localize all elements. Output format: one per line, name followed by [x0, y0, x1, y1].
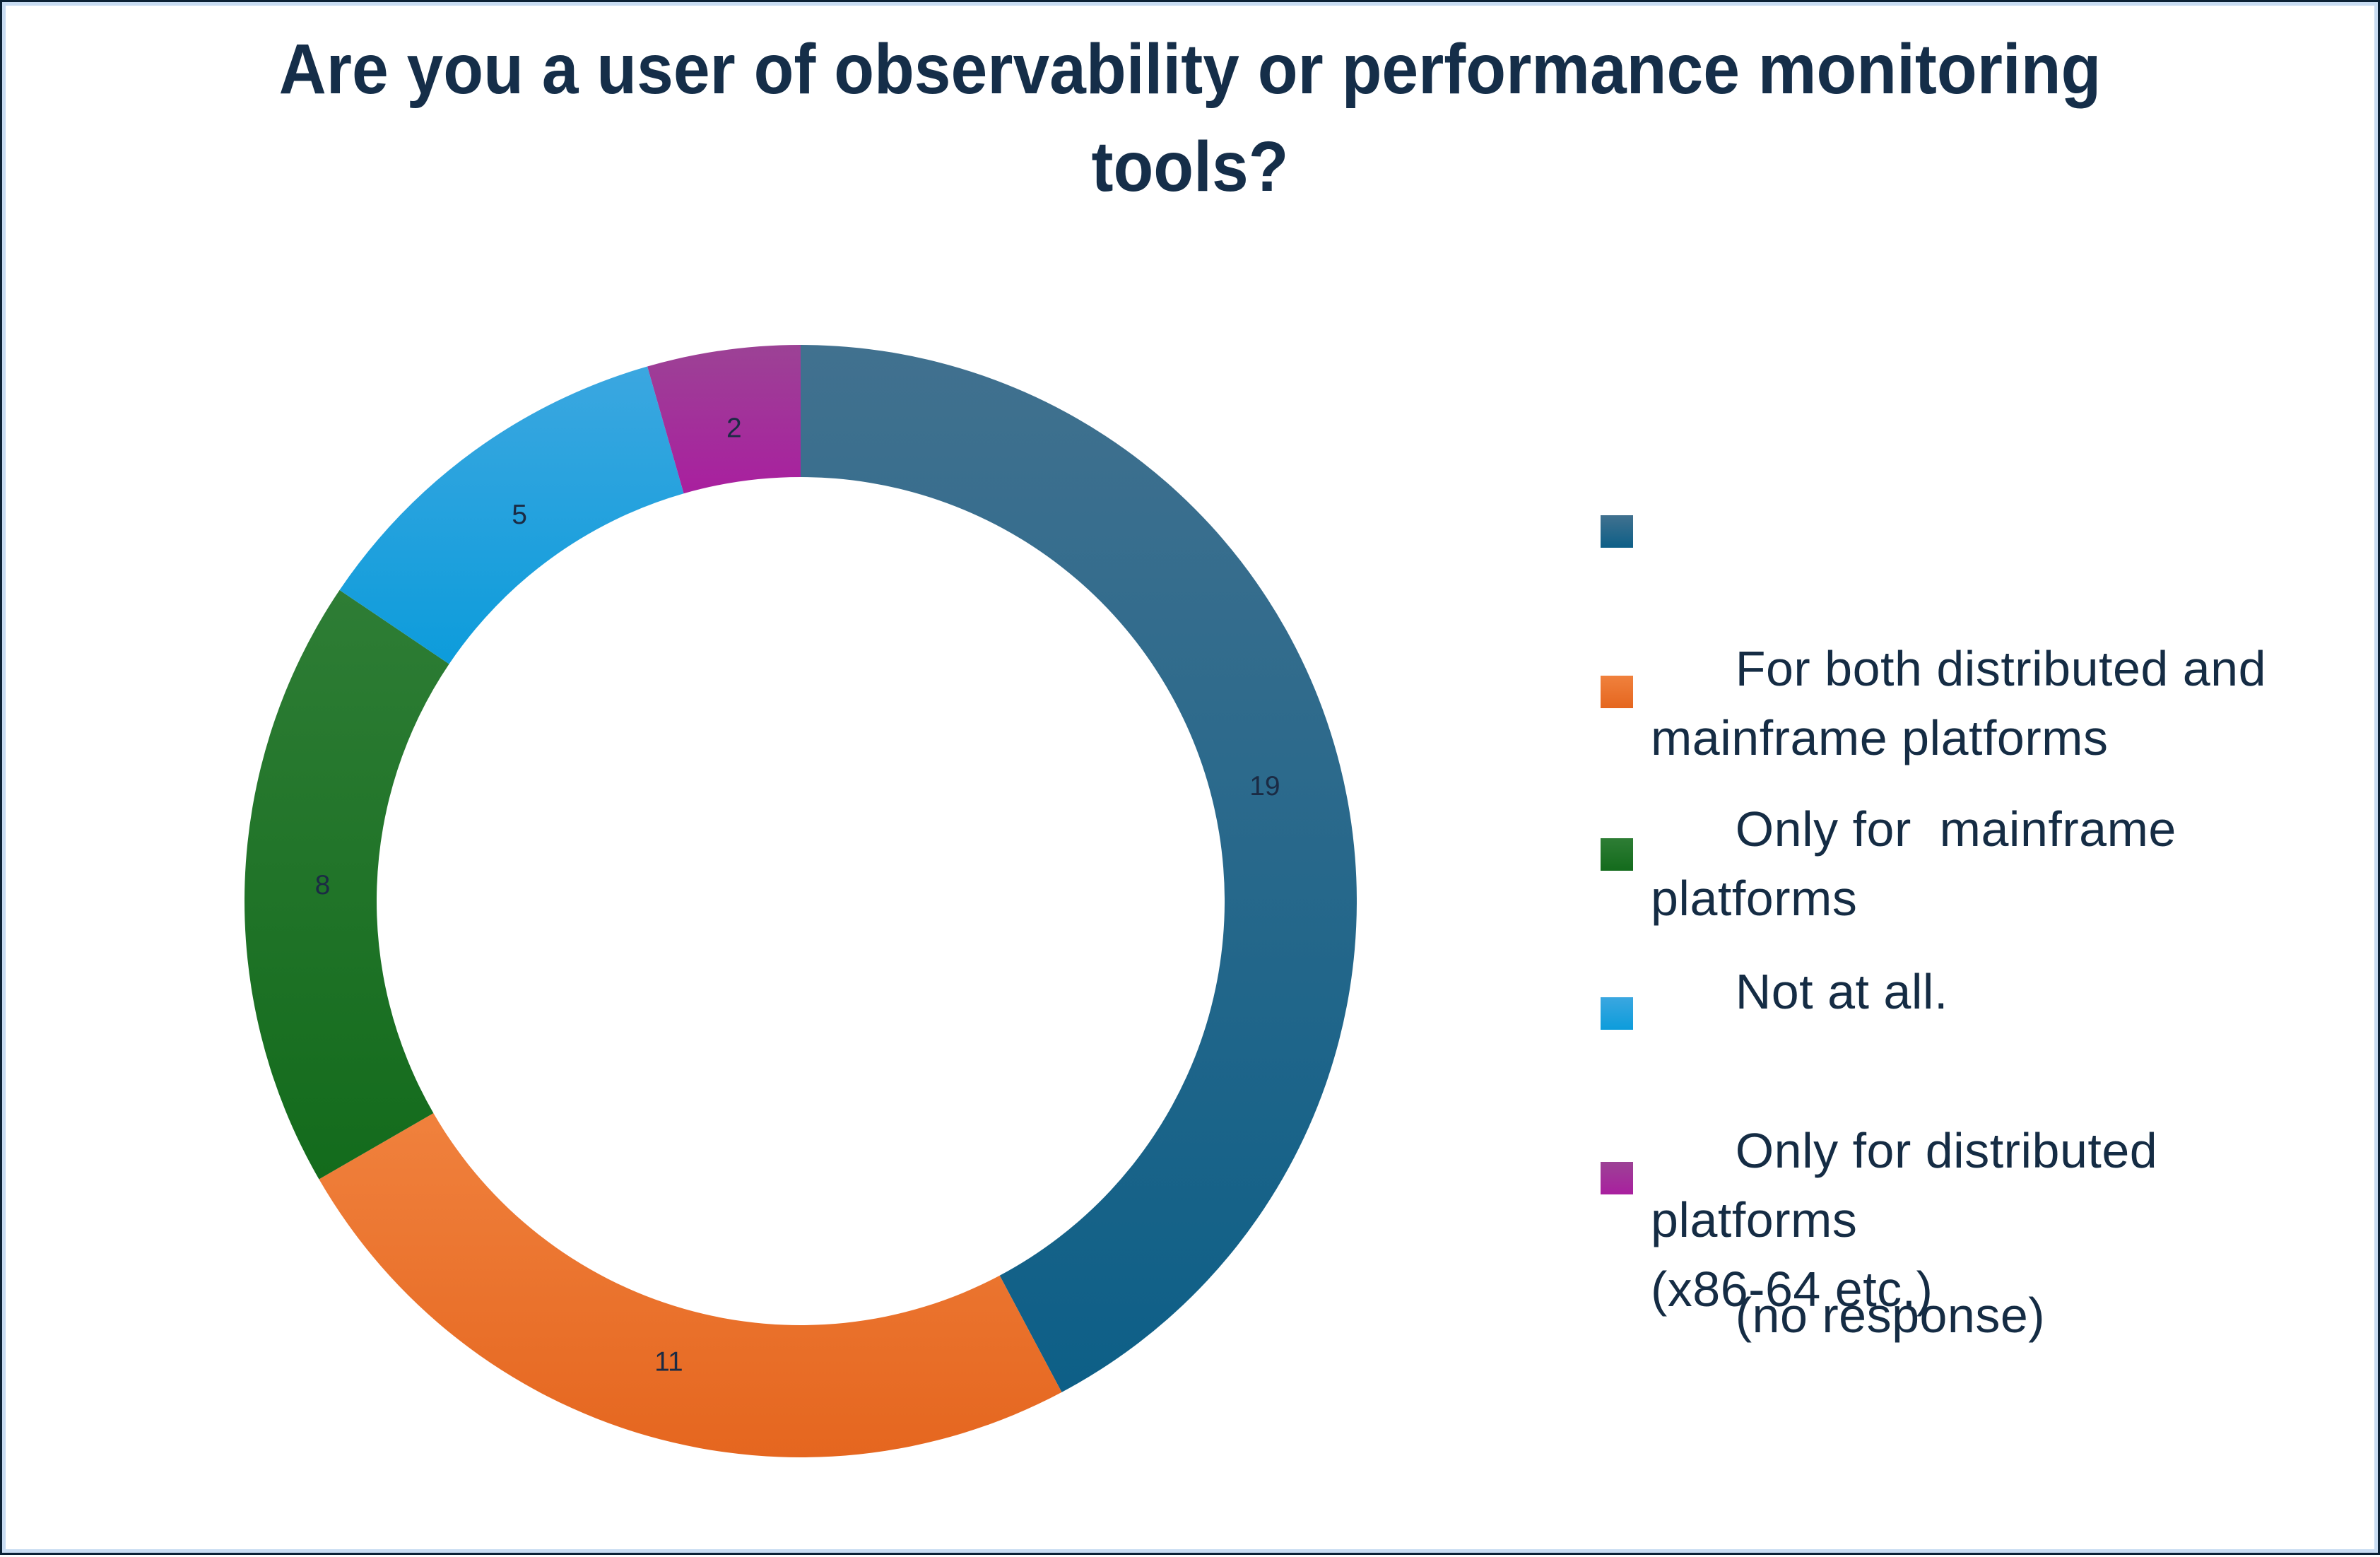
donut-slice-2: [319, 1113, 1062, 1457]
data-label: 19: [1249, 771, 1280, 801]
legend-item-only-mainframe: Only for mainframe platforms: [1601, 656, 2378, 1002]
legend-label: Only for mainframe platforms: [1651, 801, 2191, 926]
legend-label: For both distributed and mainframe platf…: [1651, 641, 2267, 765]
legend-item-not-at-all: Not at all.: [1601, 818, 2378, 1095]
data-label: 2: [726, 413, 742, 443]
legend-label: (no response): [1735, 1288, 2046, 1343]
legend-swatch-icon: [1601, 997, 1633, 1030]
donut-slice-4: [339, 366, 684, 664]
data-label: 11: [654, 1346, 683, 1377]
legend-swatch-icon: [1601, 1162, 1633, 1194]
donut-slice-1: [801, 345, 1357, 1392]
data-label: 8: [315, 870, 331, 900]
donut-slice-3: [245, 589, 449, 1180]
legend-swatch-icon: [1601, 515, 1633, 548]
legend-swatch-icon: [1601, 676, 1633, 708]
legend-label: Only for distributed platforms (x86-64 e…: [1651, 1123, 2158, 1317]
chart-title: Are you a user of observability or perfo…: [278, 30, 2102, 206]
legend: For both distributed and mainframe platf…: [1601, 2, 2378, 1557]
donut-slice-5: [647, 345, 801, 494]
legend-item-only-distributed: Only for distributed platforms (x86-64 e…: [1601, 977, 2378, 1393]
data-label: 5: [512, 500, 527, 530]
legend-item-both-platforms: For both distributed and mainframe platf…: [1601, 495, 2378, 842]
legend-swatch-icon: [1601, 838, 1633, 871]
legend-item-no-response: (no response): [1601, 1142, 2378, 1419]
legend-label: Not at all.: [1735, 964, 1948, 1019]
donut-chart: 19 11 8 5 2: [245, 345, 1357, 1457]
